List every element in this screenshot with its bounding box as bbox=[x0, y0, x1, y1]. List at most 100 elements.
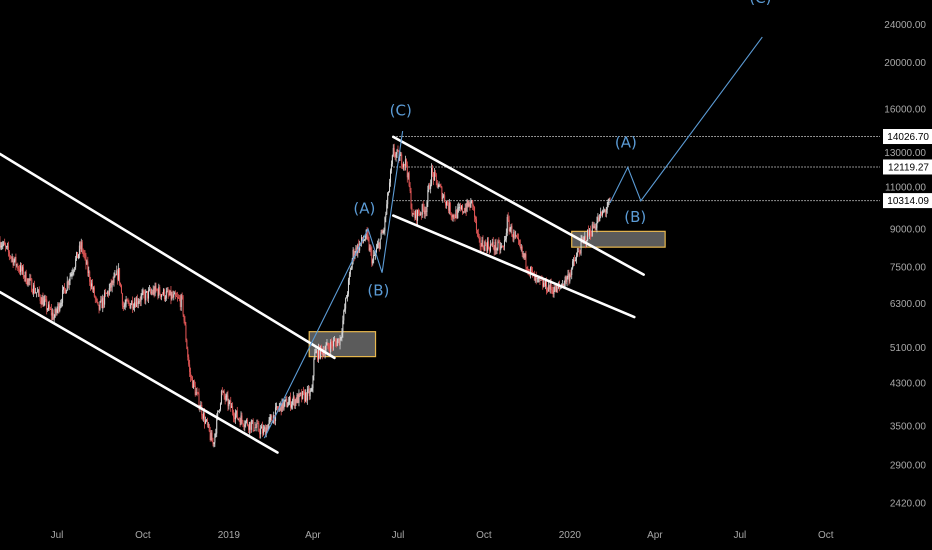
candle-down bbox=[209, 431, 211, 441]
candle-up bbox=[377, 242, 379, 245]
candle-up bbox=[173, 294, 175, 298]
candle-down bbox=[18, 268, 20, 270]
candle-down bbox=[9, 255, 11, 258]
wave-path[interactable] bbox=[263, 130, 404, 439]
time-axis[interactable]: Jul Oct 2019 Apr Jul Oct 2020 Apr Jul Oct bbox=[51, 530, 834, 541]
trend-line[interactable] bbox=[391, 135, 645, 276]
price-level-label: 10314.09 bbox=[887, 196, 929, 207]
candle-up bbox=[106, 291, 108, 294]
candle-down bbox=[469, 203, 471, 208]
candle-down bbox=[182, 296, 184, 315]
candle-down bbox=[318, 346, 320, 359]
candle-up bbox=[229, 400, 231, 402]
price-level-box bbox=[883, 129, 932, 145]
candle-down bbox=[456, 210, 458, 219]
candle-up bbox=[260, 428, 262, 435]
candle-down bbox=[20, 265, 22, 272]
candle-down bbox=[474, 207, 476, 218]
candle-up bbox=[148, 289, 150, 291]
x-tick-label: Jul bbox=[392, 530, 405, 541]
candle-down bbox=[446, 201, 448, 206]
y-tick-label: 9000.00 bbox=[890, 225, 927, 236]
candle-up bbox=[580, 239, 582, 254]
candle-up bbox=[470, 200, 472, 208]
trend-channel-lines[interactable] bbox=[0, 135, 645, 454]
y-tick-label: 2900.00 bbox=[890, 461, 927, 472]
candle-down bbox=[120, 285, 122, 294]
candle-down bbox=[473, 205, 475, 208]
candle-up bbox=[363, 240, 365, 241]
candle-down bbox=[604, 210, 606, 213]
candle-down bbox=[115, 274, 117, 276]
candle-down bbox=[119, 268, 121, 284]
candle-up bbox=[382, 231, 384, 234]
price-axis[interactable]: 24000.00 20000.00 16000.00 13000.00 11000.00… bbox=[884, 20, 926, 509]
candle-down bbox=[535, 276, 537, 280]
candle-down bbox=[568, 274, 570, 282]
candle-up bbox=[460, 205, 462, 209]
candle-up bbox=[234, 413, 236, 420]
candle-up bbox=[345, 298, 347, 309]
y-tick-label: 6300.00 bbox=[890, 299, 927, 310]
candle-down bbox=[276, 406, 278, 409]
candle-up bbox=[290, 404, 292, 408]
trend-line[interactable] bbox=[0, 290, 279, 454]
candle-up bbox=[71, 273, 73, 275]
trend-line[interactable] bbox=[0, 152, 336, 360]
wave-label: (B) bbox=[624, 208, 646, 226]
candle-up bbox=[540, 279, 542, 281]
candle-down bbox=[147, 291, 149, 299]
candle-down bbox=[590, 235, 592, 237]
candle-up bbox=[6, 246, 8, 248]
candle-down bbox=[176, 296, 178, 297]
candle-down bbox=[177, 297, 179, 298]
candle-down bbox=[444, 195, 446, 202]
candle-down bbox=[77, 252, 79, 259]
candle-down bbox=[488, 241, 490, 248]
candle-down bbox=[224, 396, 226, 400]
candle-down bbox=[449, 202, 451, 215]
price-level-label: 14026.70 bbox=[887, 132, 929, 143]
candle-up bbox=[487, 241, 489, 251]
candle-down bbox=[303, 391, 305, 392]
candle-down bbox=[67, 281, 69, 285]
x-tick-label: Apr bbox=[647, 530, 663, 541]
candle-down bbox=[451, 215, 453, 218]
candle-down bbox=[153, 289, 155, 295]
candle-up bbox=[276, 406, 278, 408]
candle-up bbox=[383, 230, 385, 232]
candle-down bbox=[101, 299, 103, 309]
candle-down bbox=[257, 423, 259, 424]
candle-down bbox=[236, 410, 238, 419]
candle-down bbox=[601, 211, 603, 216]
candle-up bbox=[142, 291, 144, 294]
candle-down bbox=[557, 286, 559, 289]
elliott-wave-lines[interactable] bbox=[263, 36, 763, 439]
wave-projection-path[interactable] bbox=[609, 36, 763, 204]
candle-down bbox=[206, 419, 208, 426]
candle-up bbox=[34, 292, 36, 294]
candle-up bbox=[384, 217, 386, 231]
elliott-wave-labels: (A) (B) (C) (A) (B) (C) bbox=[353, 0, 771, 299]
candle-down bbox=[327, 342, 329, 347]
candle-up bbox=[53, 317, 55, 320]
candle-down bbox=[223, 391, 225, 397]
candle-down bbox=[25, 271, 27, 284]
candle-up bbox=[0, 245, 2, 248]
candle-down bbox=[480, 246, 482, 248]
candle-up bbox=[244, 425, 246, 427]
candle-up bbox=[530, 267, 532, 274]
candle-up bbox=[109, 282, 111, 289]
candle-down bbox=[89, 271, 91, 282]
candle-down bbox=[160, 294, 162, 297]
trend-line[interactable] bbox=[391, 214, 636, 319]
price-level-labels: 14026.70 12119.27 10314.09 bbox=[883, 129, 932, 209]
candle-up bbox=[361, 237, 363, 243]
candle-down bbox=[94, 296, 96, 299]
candle-down bbox=[241, 415, 243, 421]
candle-down bbox=[588, 230, 590, 236]
candle-up bbox=[78, 245, 80, 255]
candle-up bbox=[296, 394, 298, 403]
candle-down bbox=[242, 420, 244, 425]
